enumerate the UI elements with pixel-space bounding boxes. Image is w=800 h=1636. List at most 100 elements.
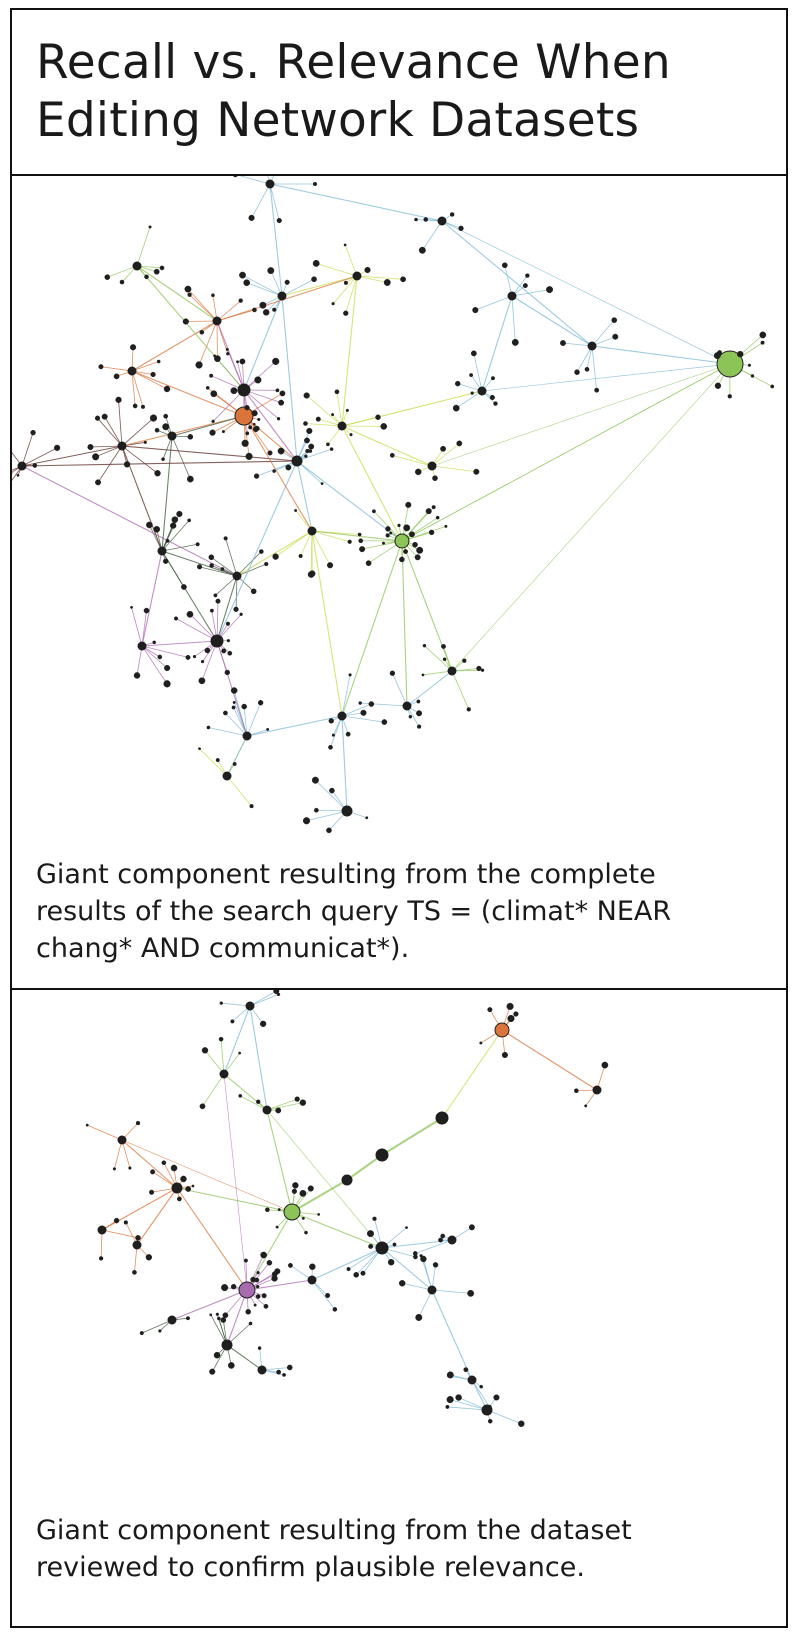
network-edge	[101, 1229, 139, 1239]
network-node	[584, 366, 590, 372]
network-node	[257, 417, 261, 422]
network-node	[312, 181, 318, 187]
network-node	[245, 431, 250, 436]
network-node	[267, 450, 273, 456]
network-node	[163, 385, 171, 393]
network-edge	[223, 1073, 248, 1291]
network-edge	[235, 575, 238, 610]
network-node	[266, 727, 270, 731]
network-node	[230, 1283, 237, 1290]
network-edge	[141, 645, 168, 669]
network-edge	[136, 265, 218, 322]
network-edge	[315, 779, 348, 812]
network-edge	[431, 443, 460, 467]
network-node	[272, 553, 279, 560]
network-node	[760, 340, 765, 345]
network-edge	[236, 551, 262, 577]
network-node	[149, 1189, 155, 1195]
network-edge	[216, 601, 219, 642]
network-edge	[236, 563, 267, 577]
network-edge	[344, 244, 358, 277]
network-node	[462, 658, 467, 663]
network-node	[224, 669, 230, 676]
network-node	[304, 1230, 308, 1235]
network-node	[225, 347, 229, 351]
network-node	[487, 1418, 493, 1424]
network-node	[54, 444, 61, 451]
network-node	[440, 445, 446, 452]
network-edge	[451, 363, 731, 672]
network-node	[215, 598, 221, 604]
network-node	[513, 1011, 519, 1017]
network-node	[244, 405, 250, 411]
network-edge	[131, 607, 143, 647]
network-node	[325, 1293, 331, 1299]
network-node	[437, 216, 447, 226]
network-edge	[281, 295, 298, 462]
network-edge	[381, 1247, 433, 1291]
network-node	[331, 413, 335, 417]
network-node	[432, 475, 438, 481]
network-node	[286, 1364, 293, 1371]
network-edge	[171, 435, 191, 480]
network-node	[343, 280, 348, 285]
network-node	[367, 1230, 374, 1238]
network-edge	[266, 1098, 298, 1111]
network-node	[137, 641, 147, 651]
network-node	[312, 259, 320, 267]
network-node	[501, 262, 508, 269]
network-node	[162, 558, 169, 564]
network-edge	[311, 530, 403, 542]
network-edge	[216, 320, 245, 391]
network-node	[309, 1263, 316, 1270]
network-node	[381, 541, 386, 545]
network-edge	[406, 670, 453, 707]
network-node	[215, 758, 220, 763]
network-node	[348, 673, 352, 677]
network-edge	[591, 345, 598, 391]
network-node	[210, 634, 224, 648]
network-node	[470, 391, 474, 395]
network-node	[252, 422, 256, 426]
network-edge	[281, 278, 315, 297]
network-node	[199, 1103, 206, 1110]
network-edge	[341, 703, 372, 717]
network-edge	[246, 702, 261, 737]
network-node	[112, 1167, 116, 1171]
network-node	[428, 529, 435, 536]
network-node	[256, 1099, 261, 1104]
network-node	[468, 1224, 475, 1231]
network-node	[392, 1242, 397, 1247]
network-node	[132, 1240, 142, 1250]
network-node	[301, 1216, 305, 1220]
network-edge	[291, 1179, 348, 1213]
network-node	[98, 364, 104, 370]
network-node	[239, 271, 246, 279]
network-edge	[161, 550, 238, 577]
network-edge	[233, 707, 248, 737]
network-edge	[236, 530, 313, 577]
network-node	[307, 526, 317, 536]
network-node	[156, 359, 161, 364]
network-graph-complete	[12, 176, 775, 834]
network-edge	[141, 645, 168, 685]
network-node	[358, 701, 362, 705]
network-node	[277, 291, 287, 301]
network-edge	[141, 1319, 173, 1334]
network-edge	[266, 1109, 293, 1213]
network-node	[467, 1375, 477, 1385]
network-node	[420, 1255, 427, 1263]
network-edge	[311, 530, 350, 543]
network-edge	[107, 265, 138, 278]
network-node	[245, 1309, 251, 1315]
network-node	[265, 179, 275, 189]
network-node	[214, 355, 221, 362]
network-node	[220, 1317, 227, 1323]
network-node	[276, 417, 281, 421]
network-node	[279, 390, 286, 397]
network-node	[326, 442, 330, 447]
network-node	[30, 429, 36, 436]
network-edge	[243, 361, 276, 391]
network-node	[435, 1111, 449, 1125]
network-node	[206, 725, 211, 730]
